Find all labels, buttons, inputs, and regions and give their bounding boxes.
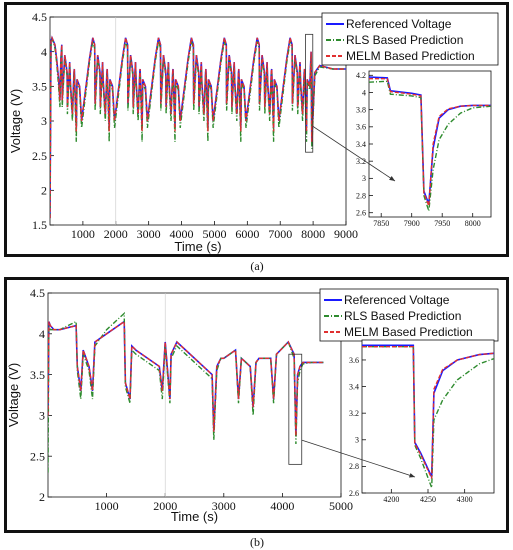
b-main-x-axis-label: Time (s)	[171, 509, 218, 524]
a-zoom-ytick-label: 4	[362, 88, 366, 97]
a-main-ytick-label: 4.5	[32, 10, 47, 24]
b-zoom-ytick-label: 2.6	[349, 489, 359, 498]
a-main-legend-label-melm: MELM Based Prediction	[346, 49, 475, 63]
a-main-ytick-label: 2	[41, 184, 47, 198]
a-main-ytick-label: 1.5	[32, 218, 47, 232]
b-main-legend-label-melm: MELM Based Prediction	[344, 325, 473, 339]
a-zoom-ytick-label: 3.4	[356, 140, 366, 149]
b-main-legend-label-ref: Referenced Voltage	[344, 293, 450, 307]
b-main-ytick-label: 4	[39, 327, 45, 341]
a-main-xtick-label: 7000	[268, 227, 292, 241]
b-main-y-axis-label: Voltage (V)	[6, 363, 21, 427]
b-main-xtick-label: 2000	[153, 499, 177, 513]
a-main-xtick-label: 5000	[202, 227, 226, 241]
a-main-series-rls	[50, 37, 346, 219]
b-main-xtick-label: 5000	[329, 499, 353, 513]
b-main-ytick-label: 2	[39, 490, 45, 504]
a-zoom-ytick-label: 3.2	[356, 157, 366, 166]
b-main-ytick-label: 2.5	[30, 449, 45, 463]
a-main-series-melm	[50, 35, 346, 219]
a-zoom-ytick-label: 3.8	[356, 105, 366, 114]
a-main-y-axis-label: Voltage (V)	[8, 89, 23, 153]
a-main-ytick-label: 3	[41, 114, 47, 128]
b-zoom-zoom-region-box	[288, 353, 303, 465]
a-main-xtick-label: 6000	[235, 227, 259, 241]
a-main-x-axis-label: Time (s)	[174, 239, 221, 254]
a-main-xtick-label: 4000	[170, 227, 194, 241]
a-main-xtick-label: 2000	[104, 227, 128, 241]
b-zoom-zoom-arrow	[301, 439, 416, 478]
a-main-xtick-label: 3000	[137, 227, 161, 241]
a-main-xtick-label: 9000	[334, 227, 358, 241]
b-zoom-xtick-label: 4200	[383, 495, 399, 504]
b-zoom-series-melm	[362, 346, 494, 479]
a-main-legend-label-rls: RLS Based Prediction	[346, 33, 463, 47]
a-zoom-ytick-label: 4.2	[356, 71, 366, 80]
a-zoom-ytick-label: 3	[362, 174, 366, 183]
b-zoom-ytick-label: 2.8	[349, 462, 359, 471]
a-zoom-ytick-label: 2.6	[356, 209, 366, 218]
a-zoom-xtick-label: 7900	[404, 219, 420, 228]
b-main-xtick-label: 1000	[95, 499, 119, 513]
a-main-xtick-label: 1000	[71, 227, 95, 241]
b-main-legend-label-rls: RLS Based Prediction	[344, 309, 461, 323]
b-main-ytick-label: 3.5	[30, 368, 45, 382]
panel-a-caption: (a)	[250, 259, 264, 273]
a-main-xtick-label: 8000	[301, 227, 325, 241]
a-main-ytick-label: 2.5	[32, 149, 47, 163]
b-main-xtick-label: 4000	[270, 499, 294, 513]
b-main-plot-area	[47, 292, 342, 498]
b-zoom-ytick-label: 3.6	[349, 356, 359, 365]
a-zoom-series-rls	[369, 80, 491, 212]
b-zoom-ytick-label: 3	[355, 436, 359, 445]
b-main-series-rls	[48, 311, 324, 473]
a-main-ytick-label: 3.5	[32, 80, 47, 94]
b-zoom-xtick-label: 4250	[420, 495, 436, 504]
b-zoom-ytick-label: 3.2	[349, 409, 359, 418]
a-zoom-series-melm	[369, 77, 491, 207]
b-zoom-zoom-arrowhead	[409, 473, 415, 478]
a-zoom-ytick-label: 3.6	[356, 123, 366, 132]
a-main-plot-area	[49, 16, 347, 226]
b-zoom-ytick-label: 3.4	[349, 382, 359, 391]
a-zoom-xtick-label: 8000	[465, 219, 481, 228]
a-zoom-xtick-label: 7850	[373, 219, 389, 228]
b-main-ytick-label: 3	[39, 409, 45, 423]
a-zoom-zoom-arrowhead	[389, 176, 395, 181]
b-main-series-melm	[48, 320, 324, 436]
b-main-ytick-label: 4.5	[30, 286, 45, 300]
b-zoom-xtick-label: 4300	[457, 495, 473, 504]
a-main-ytick-label: 4	[41, 45, 47, 59]
a-zoom-zoom-region-box	[305, 33, 314, 153]
b-main-legend	[319, 288, 499, 342]
panel-b-caption: (b)	[250, 535, 264, 549]
b-main-xtick-label: 3000	[212, 499, 236, 513]
a-main-legend-label-ref: Referenced Voltage	[346, 17, 452, 31]
a-zoom-xtick-label: 7950	[434, 219, 450, 228]
a-zoom-zoom-arrow	[312, 125, 396, 182]
a-zoom-ytick-label: 2.8	[356, 191, 366, 200]
a-main-legend	[321, 12, 499, 66]
